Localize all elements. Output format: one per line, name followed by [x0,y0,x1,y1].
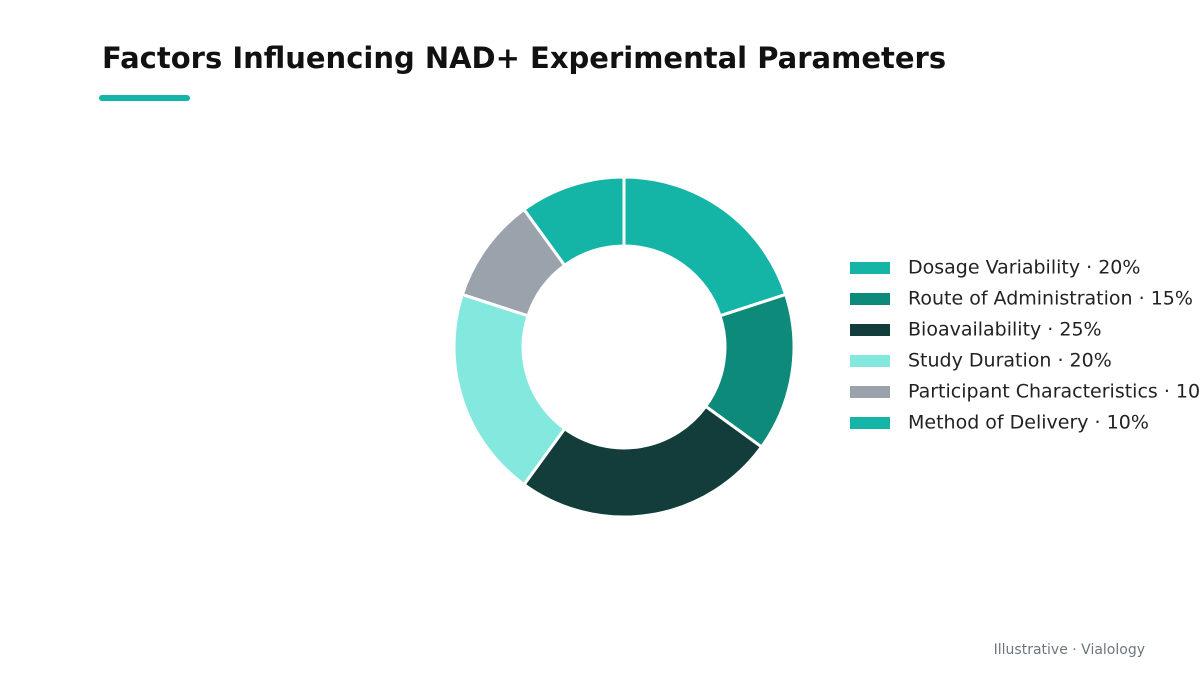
chart-title: Factors Influencing NAD+ Experimental Pa… [102,41,946,75]
donut-slice [521,404,764,519]
legend-label: Study Duration · 20% [908,350,1112,372]
legend-label: Route of Administration · 15% [908,288,1193,310]
legend-swatch [850,355,890,367]
legend-label: Participant Characteristics · 10% [908,381,1200,403]
donut-slice [521,175,626,268]
title-accent [99,95,190,101]
footnote: Illustrative · Vialology [994,642,1145,658]
legend-swatch [850,417,890,429]
legend-swatch [850,386,890,398]
donut-slice [622,175,788,318]
legend-swatch [850,262,890,274]
legend-label: Dosage Variability · 20% [908,257,1140,279]
legend-swatch [850,293,890,305]
legend-swatch [850,324,890,336]
legend-label: Method of Delivery · 10% [908,412,1149,434]
legend-label: Bioavailability · 25% [908,319,1102,341]
